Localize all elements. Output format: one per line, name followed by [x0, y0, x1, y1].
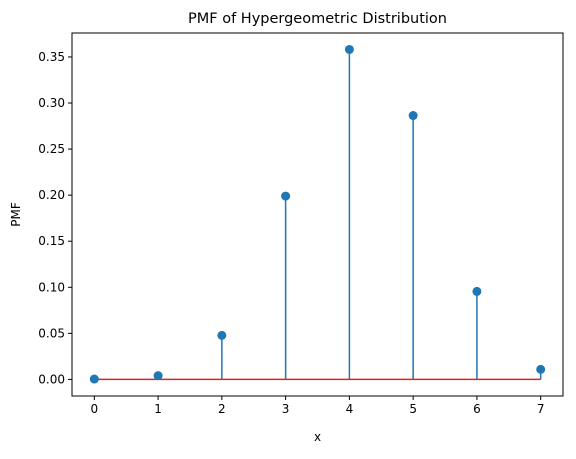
x-tick-label: 0: [90, 402, 98, 416]
x-tick-label: 5: [409, 402, 417, 416]
y-tick-label: 0.35: [38, 50, 65, 64]
stem-marker: [281, 192, 290, 201]
stem-marker: [90, 375, 99, 384]
x-tick-label: 3: [282, 402, 290, 416]
x-tick-label: 1: [154, 402, 162, 416]
chart-title: PMF of Hypergeometric Distribution: [188, 11, 447, 27]
y-tick-label: 0.15: [38, 234, 65, 248]
x-tick-label: 4: [346, 402, 354, 416]
plot-area: [72, 33, 563, 396]
y-axis: 0.00 0.05 0.10 0.15 0.20 0.25 0.30 0.35: [38, 50, 72, 386]
x-tick-label: 2: [218, 402, 226, 416]
x-axis-label: x: [314, 430, 321, 444]
stem-marker: [409, 111, 418, 120]
x-tick-label: 6: [473, 402, 481, 416]
y-axis-label: PMF: [9, 202, 23, 227]
y-tick-label: 0.05: [38, 326, 65, 340]
stem-marker: [472, 287, 481, 296]
y-tick-label: 0.10: [38, 280, 65, 294]
stem-marker: [217, 331, 226, 340]
y-tick-label: 0.00: [38, 372, 65, 386]
stem-marker: [536, 365, 545, 374]
y-tick-label: 0.25: [38, 142, 65, 156]
plot-series: [90, 45, 545, 384]
x-tick-label: 7: [537, 402, 545, 416]
y-tick-label: 0.20: [38, 188, 65, 202]
stem-marker: [345, 45, 354, 54]
stem-marker: [154, 371, 163, 380]
x-axis: 0 1 2 3 4 5 6 7: [90, 396, 544, 416]
y-tick-label: 0.30: [38, 96, 65, 110]
